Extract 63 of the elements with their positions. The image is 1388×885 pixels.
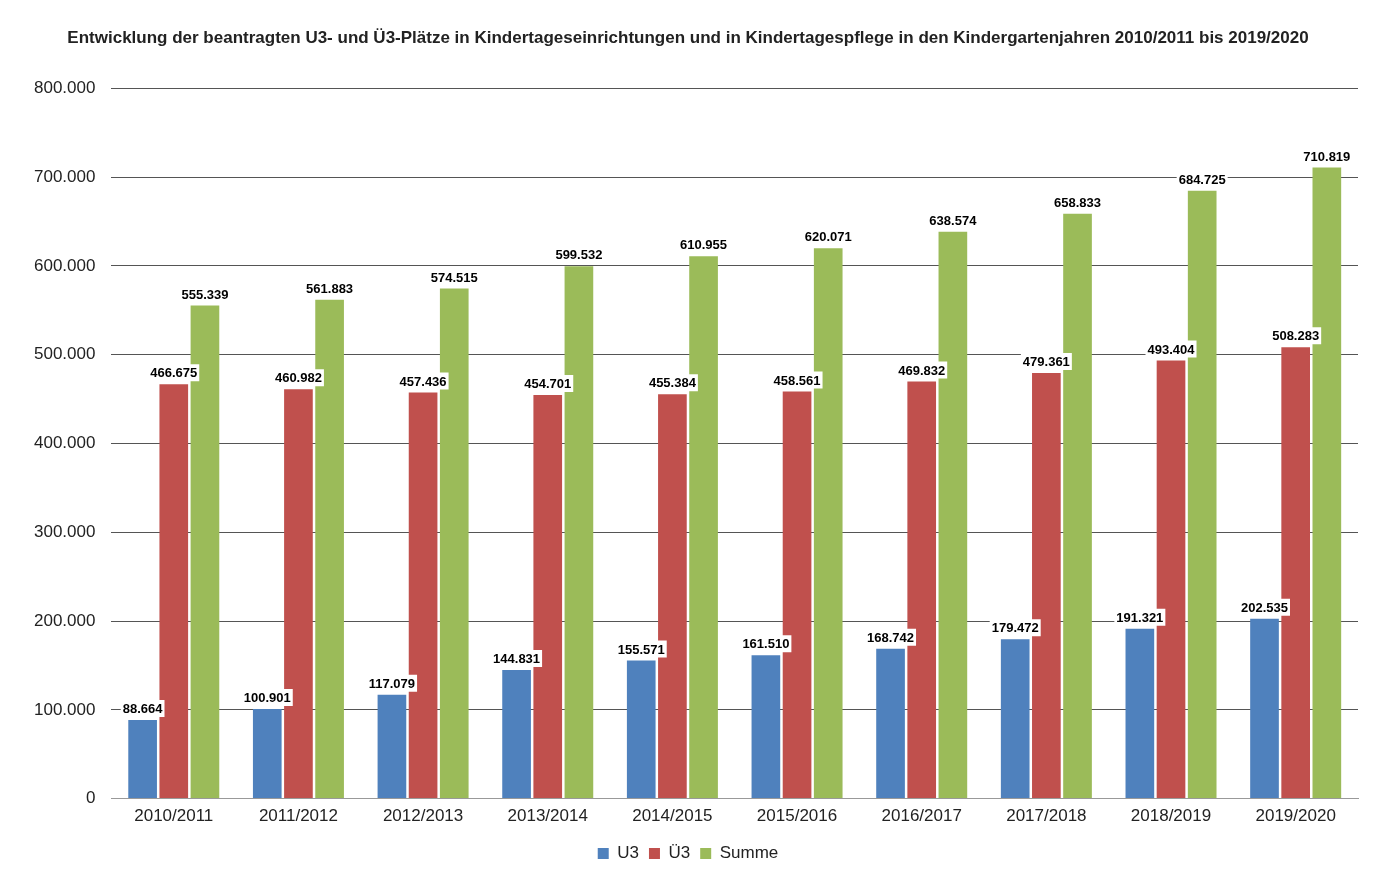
x-tick-label: 2017/2018 — [1006, 806, 1087, 826]
data-label: 454.701 — [524, 376, 572, 392]
data-label: 620.071 — [804, 229, 852, 245]
data-label: 100.901 — [243, 690, 291, 706]
y-tick-label: 800.000 — [34, 78, 96, 98]
data-label: 457.436 — [399, 373, 447, 389]
data-label: 710.819 — [1303, 148, 1351, 164]
data-label: 684.725 — [1178, 171, 1226, 187]
data-label: 455.384 — [648, 375, 697, 391]
data-label: 168.742 — [867, 629, 915, 645]
y-tick-label: 600.000 — [34, 255, 96, 275]
bar — [252, 709, 282, 799]
data-label: 469.832 — [898, 362, 946, 378]
bar — [1000, 639, 1030, 799]
chart-title: Entwicklung der beantragten U3- und Ü3-Plätze in Kindertageseinrichtungen und in Kindertagespflege in den Kindergartenjahren 2010/2011 bis 2019/2020 — [67, 27, 1309, 47]
data-label: 610.955 — [680, 237, 728, 253]
bar — [876, 648, 905, 799]
bar — [502, 670, 531, 799]
y-tick-label: 200.000 — [34, 610, 96, 630]
y-tick-label: 500.000 — [34, 344, 96, 364]
bar — [751, 655, 781, 799]
y-tick-label: 700.000 — [34, 166, 96, 186]
data-label: 493.404 — [1147, 341, 1196, 357]
data-label: 599.532 — [555, 247, 603, 263]
data-label: 658.833 — [1054, 194, 1102, 210]
x-tick-label: 2015/2016 — [756, 806, 838, 826]
x-tick-label: 2013/2014 — [507, 806, 588, 826]
bar — [1250, 618, 1279, 799]
y-tick-label: 400.000 — [34, 433, 96, 453]
legend-label: U3 — [617, 843, 639, 863]
data-label: 479.361 — [1022, 354, 1070, 370]
data-label: 155.571 — [617, 641, 665, 657]
x-tick-label: 2019/2020 — [1255, 806, 1336, 826]
legend-label: Ü3 — [668, 843, 691, 863]
data-label: 179.472 — [991, 620, 1039, 636]
data-label: 144.831 — [493, 651, 541, 667]
data-label: 638.574 — [929, 212, 978, 228]
bar — [1125, 628, 1155, 799]
y-tick-label: 300.000 — [34, 521, 96, 541]
data-label: 460.982 — [274, 370, 322, 386]
data-label: 458.561 — [773, 372, 821, 388]
data-label: 555.339 — [181, 286, 229, 302]
bar — [128, 719, 157, 799]
x-tick-label: 2011/2012 — [258, 806, 338, 826]
bar — [377, 694, 407, 799]
bar — [626, 660, 656, 799]
x-tick-label: 2018/2019 — [1130, 806, 1212, 826]
x-tick-label: 2012/2013 — [382, 806, 464, 826]
data-label: 466.675 — [150, 365, 198, 381]
x-tick-label: 2016/2017 — [881, 806, 962, 826]
y-tick-label: 0 — [85, 788, 96, 808]
y-tick-label: 100.000 — [34, 699, 96, 719]
x-tick-label: 2014/2015 — [632, 806, 713, 826]
data-label: 202.535 — [1241, 599, 1289, 615]
legend-label: Summe — [719, 843, 779, 863]
data-label: 561.883 — [306, 280, 354, 296]
data-label: 191.321 — [1116, 609, 1164, 625]
data-label: 508.283 — [1272, 328, 1320, 344]
x-tick-label: 2010/2011 — [134, 806, 214, 826]
data-label: 574.515 — [430, 269, 478, 285]
data-label: 117.079 — [368, 675, 416, 691]
data-label: 88.664 — [122, 700, 164, 716]
data-label: 161.510 — [742, 636, 790, 652]
